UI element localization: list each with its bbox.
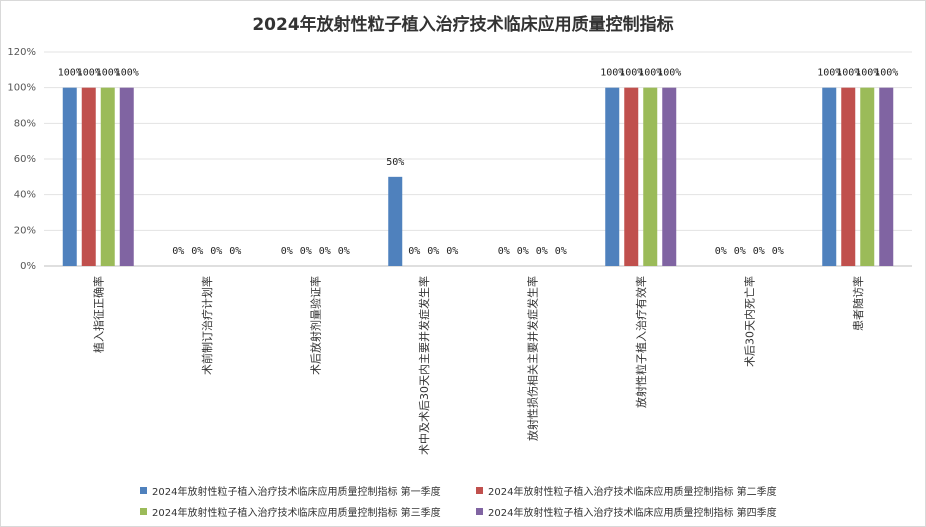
- legend-label: 2024年放射性粒子植入治疗技术临床应用质量控制指标 第一季度: [152, 487, 441, 498]
- data-label: 0%: [772, 246, 784, 257]
- category-label: 术后放射剂量验证率: [308, 276, 322, 375]
- bar: [860, 87, 875, 267]
- data-label: 0%: [536, 246, 548, 257]
- data-label: 0%: [498, 246, 510, 257]
- data-label: 100%: [619, 68, 643, 79]
- y-tick-label: 80%: [14, 118, 36, 129]
- legend-label: 2024年放射性粒子植入治疗技术临床应用质量控制指标 第四季度: [488, 508, 777, 519]
- legend-item: 2024年放射性粒子植入治疗技术临床应用质量控制指标 第二季度: [476, 483, 812, 498]
- data-label: 100%: [58, 68, 82, 79]
- data-label: 0%: [172, 246, 184, 257]
- category-label: 术中及术后30天内主要并发症发生率: [417, 276, 431, 455]
- data-label: 100%: [600, 68, 624, 79]
- y-tick-label: 40%: [14, 190, 36, 201]
- data-label: 0%: [338, 246, 350, 257]
- y-tick-label: 100%: [7, 83, 36, 94]
- category-label: 患者随访率: [851, 276, 865, 331]
- legend-swatch: [140, 508, 147, 515]
- bar: [81, 87, 96, 267]
- legend-item: 2024年放射性粒子植入治疗技术临床应用质量控制指标 第四季度: [476, 504, 812, 519]
- category-label: 术前制订治疗计划率: [200, 276, 214, 375]
- data-label: 0%: [555, 246, 567, 257]
- legend-label: 2024年放射性粒子植入治疗技术临床应用质量控制指标 第三季度: [152, 508, 441, 519]
- category-label: 放射性损伤相关主要并发症发生率: [525, 276, 539, 441]
- data-label: 100%: [96, 68, 120, 79]
- data-label: 100%: [836, 68, 860, 79]
- data-label: 100%: [115, 68, 139, 79]
- bar: [388, 176, 403, 266]
- data-label: 100%: [817, 68, 841, 79]
- category-label: 植入指征正确率: [91, 276, 105, 353]
- bar: [62, 87, 77, 267]
- data-label: 50%: [386, 157, 404, 168]
- data-label: 0%: [446, 246, 458, 257]
- legend-label: 2024年放射性粒子植入治疗技术临床应用质量控制指标 第二季度: [488, 487, 777, 498]
- bar: [879, 87, 894, 267]
- data-label: 0%: [753, 246, 765, 257]
- category-label: 放射性粒子植入治疗有效率: [634, 276, 648, 408]
- bar: [624, 87, 639, 267]
- y-tick-label: 120%: [7, 47, 36, 58]
- y-tick-label: 60%: [14, 154, 36, 165]
- data-label: 0%: [281, 246, 293, 257]
- data-label: 0%: [210, 246, 222, 257]
- legend-item: 2024年放射性粒子植入治疗技术临床应用质量控制指标 第三季度: [140, 504, 476, 519]
- bar: [662, 87, 677, 267]
- bar: [841, 87, 856, 267]
- data-label: 0%: [734, 246, 746, 257]
- data-label: 0%: [319, 246, 331, 257]
- data-label: 0%: [191, 246, 203, 257]
- chart-legend: 2024年放射性粒子植入治疗技术临床应用质量控制指标 第一季度 2024年放射性粒…: [140, 483, 820, 519]
- legend-swatch: [476, 508, 483, 515]
- category-label: 术后30天内死亡率: [742, 276, 756, 367]
- data-label: 100%: [874, 68, 898, 79]
- data-label: 0%: [427, 246, 439, 257]
- bar: [822, 87, 837, 267]
- data-label: 100%: [77, 68, 101, 79]
- bar-chart: 0%20%40%60%80%100%120%100%100%100%100%植入…: [7, 47, 912, 455]
- legend-swatch: [140, 487, 147, 494]
- y-tick-label: 0%: [20, 261, 36, 272]
- data-label: 0%: [300, 246, 312, 257]
- data-label: 0%: [229, 246, 241, 257]
- data-label: 0%: [517, 246, 529, 257]
- bar: [119, 87, 134, 267]
- data-label: 100%: [638, 68, 662, 79]
- bar: [643, 87, 658, 267]
- chart-title: 2024年放射性粒子植入治疗技术临床应用质量控制指标: [252, 15, 674, 35]
- bar: [605, 87, 620, 267]
- legend-item: 2024年放射性粒子植入治疗技术临床应用质量控制指标 第一季度: [140, 483, 476, 498]
- bar: [100, 87, 115, 267]
- data-label: 100%: [855, 68, 879, 79]
- y-tick-label: 20%: [14, 225, 36, 236]
- legend-swatch: [476, 487, 483, 494]
- data-label: 0%: [715, 246, 727, 257]
- data-label: 100%: [657, 68, 681, 79]
- data-label: 0%: [408, 246, 420, 257]
